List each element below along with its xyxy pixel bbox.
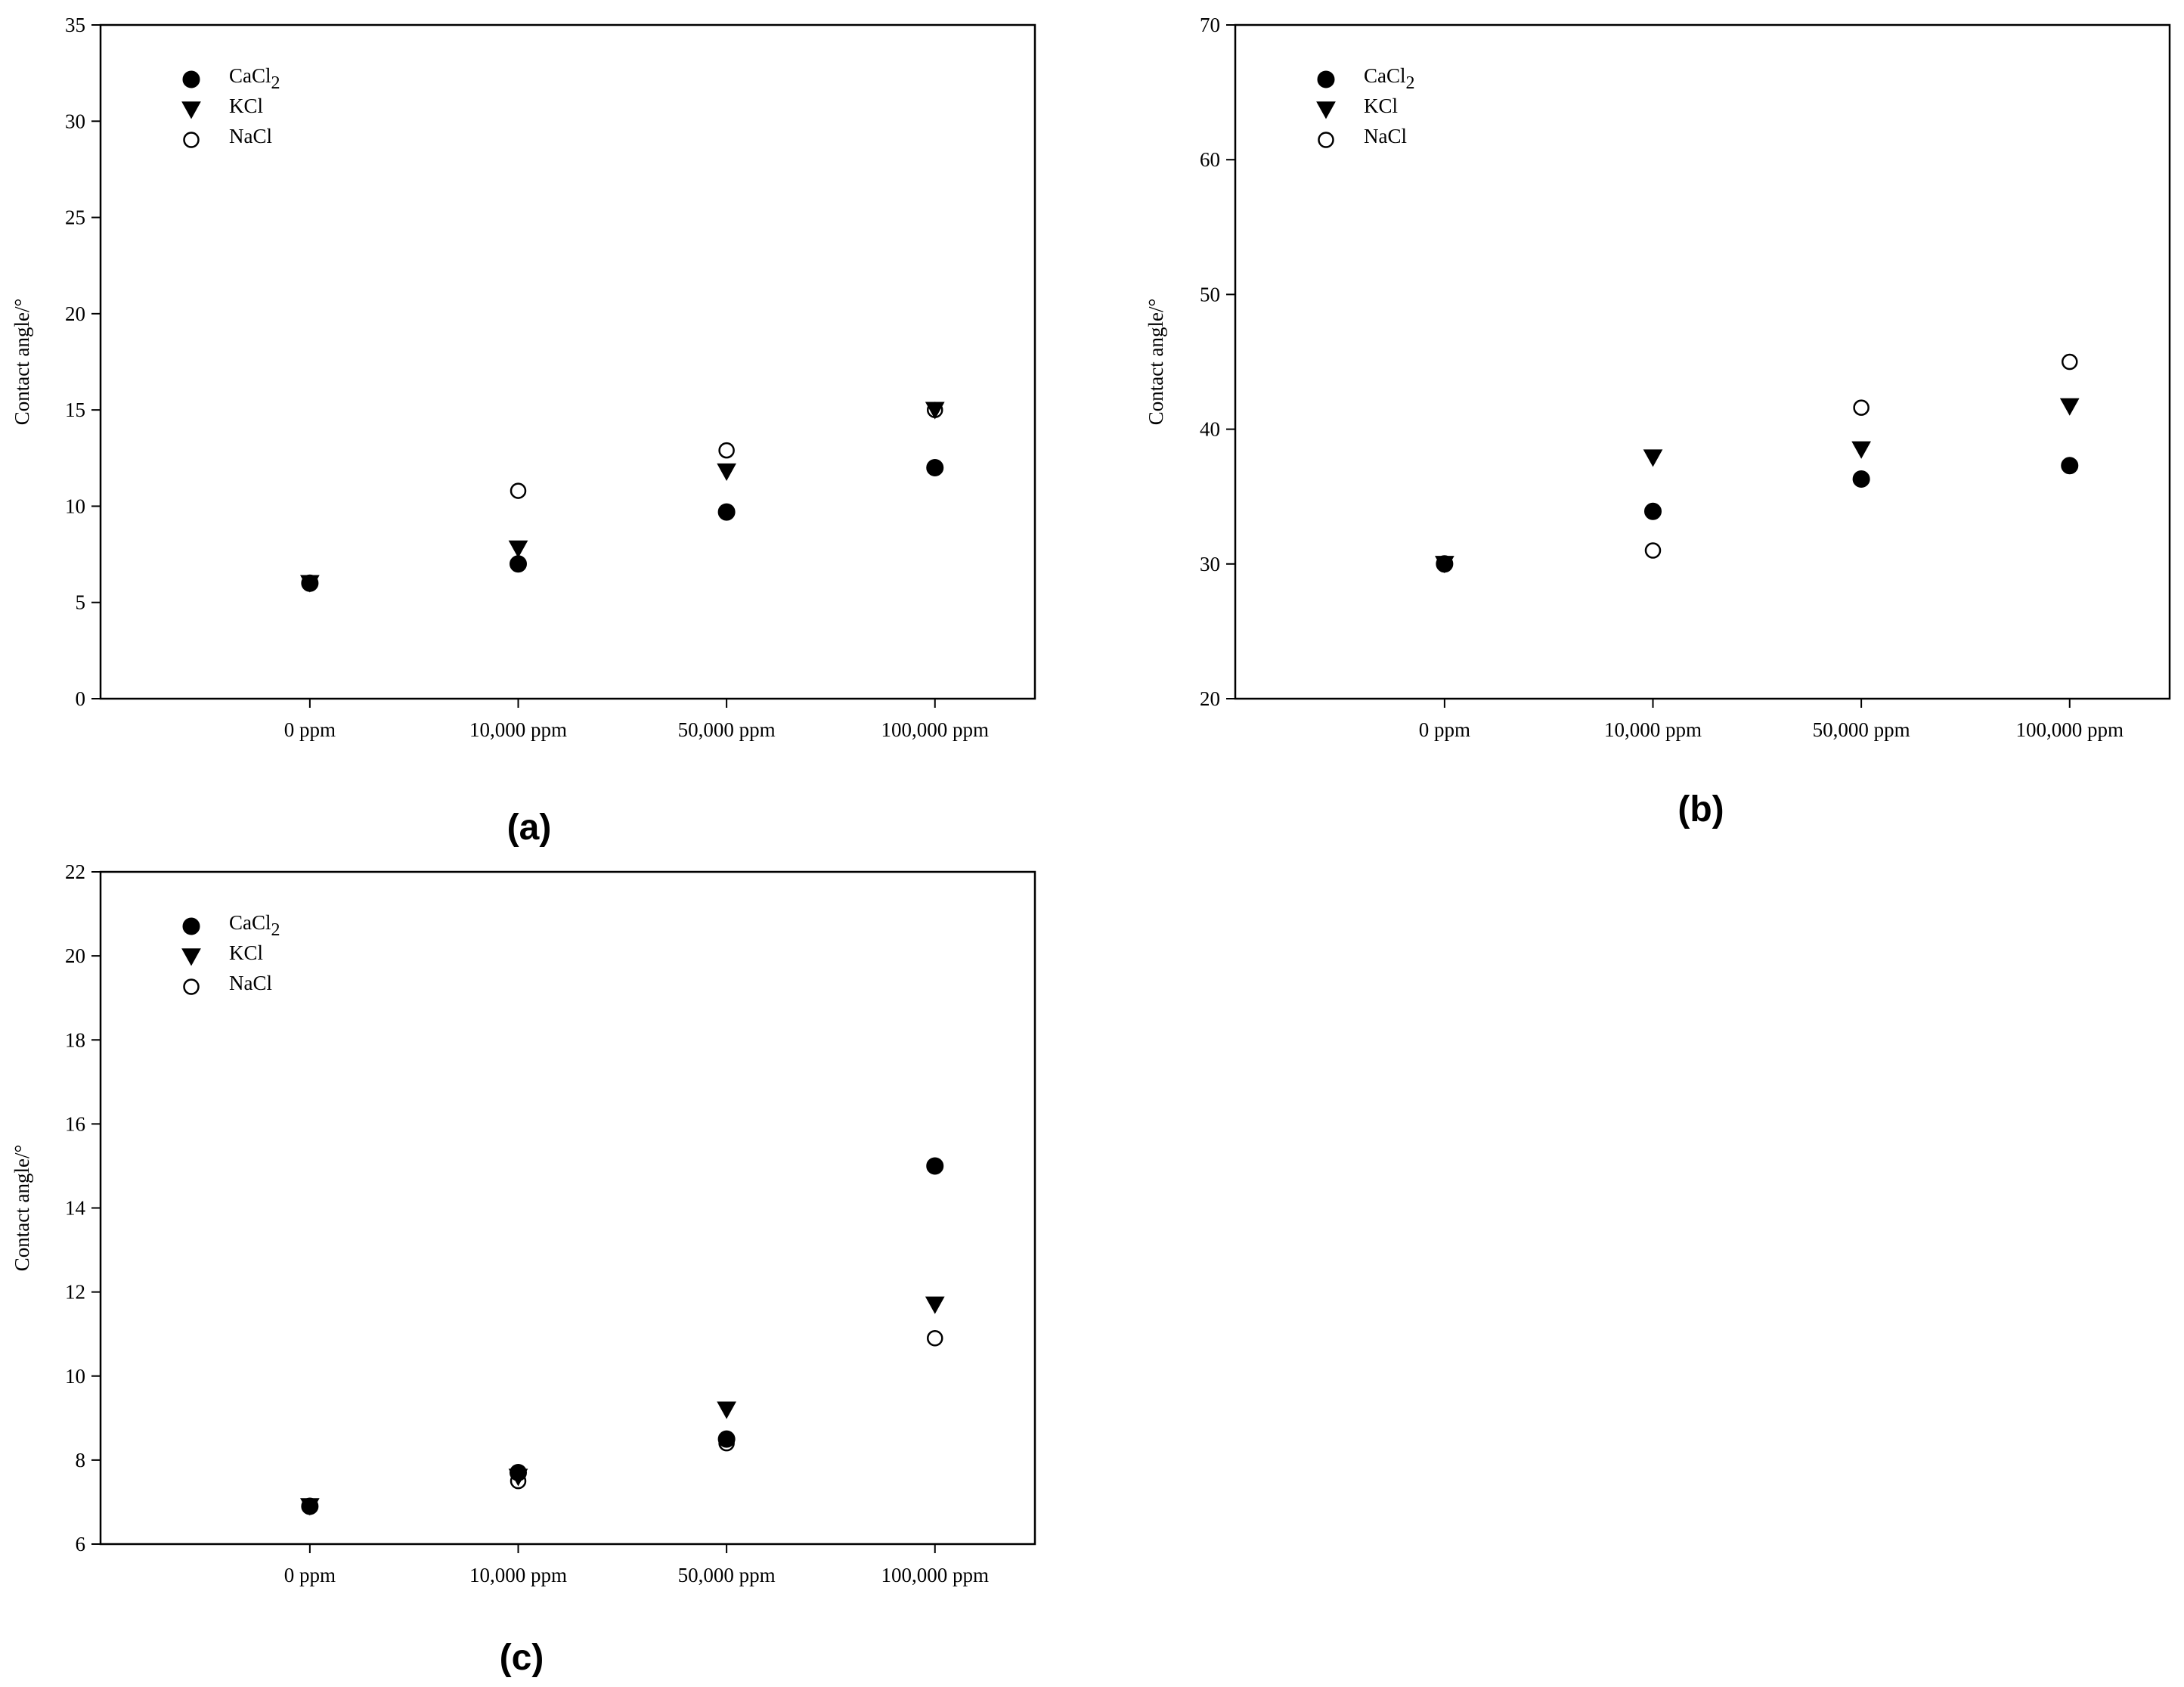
legend-marker-nacl	[183, 132, 200, 148]
legend-marker-nacl	[183, 978, 200, 995]
y-axis-title: Contact angle/°	[1145, 299, 1167, 426]
legend-marker-kcl	[181, 101, 201, 119]
y-tick-label: 10	[65, 495, 85, 517]
y-tick-label: 10	[65, 1365, 85, 1388]
data-point-cacl2-2	[1643, 502, 1662, 520]
x-tick-label: 10,000 ppm	[469, 718, 567, 741]
y-tick-label: 12	[65, 1281, 85, 1304]
y-tick-label: 20	[1200, 687, 1220, 710]
data-point-kcl-4	[2059, 398, 2080, 416]
y-tick-label: 35	[65, 14, 85, 36]
y-tick-label: 30	[65, 110, 85, 132]
data-point-nacl-2	[510, 482, 527, 499]
y-tick-label: 60	[1200, 148, 1220, 171]
data-point-kcl-3	[717, 463, 736, 482]
x-tick-label: 0 ppm	[284, 1564, 336, 1586]
data-point-cacl2-4	[926, 459, 944, 477]
data-point-nacl-2	[1644, 542, 1662, 559]
y-tick-label: 8	[76, 1449, 86, 1471]
y-axis-title: Contact angle/°	[11, 299, 33, 426]
legend-label: NaCl	[229, 125, 272, 147]
x-tick-label: 50,000 ppm	[1813, 718, 1910, 741]
legend-marker-kcl	[181, 948, 201, 966]
plot-frame	[99, 23, 1036, 700]
chart-panel-1: 0 5 10 15 20 25 30 35 0 ppm 10,000 ppm 50,000 ppm 1…	[11, 14, 1036, 848]
panel-label: (a)	[507, 808, 552, 848]
data-point-cacl2-2	[509, 555, 527, 573]
legend-label: CaCl2	[1364, 64, 1415, 93]
legend-label: KCl	[229, 941, 263, 964]
data-point-cacl2-3	[1852, 470, 1870, 488]
data-point-nacl-4	[2061, 353, 2078, 371]
x-tick-label: 100,000 ppm	[2015, 718, 2124, 741]
panel-label: (b)	[1677, 789, 1724, 830]
y-tick-label: 5	[76, 591, 86, 614]
legend-label: NaCl	[229, 972, 272, 994]
y-tick-label: 6	[76, 1533, 86, 1555]
x-tick-label: 50,000 ppm	[678, 1564, 776, 1586]
data-point-cacl2-3	[717, 503, 736, 521]
legend-marker-kcl	[1316, 101, 1336, 119]
y-tick-label: 40	[1200, 418, 1220, 441]
data-point-nacl-1	[302, 1498, 318, 1515]
y-tick-label: 20	[65, 302, 85, 325]
data-point-nacl-2	[510, 1472, 527, 1490]
x-tick-label: 10,000 ppm	[469, 1564, 567, 1586]
legend-label: CaCl2	[229, 64, 280, 93]
legend-marker-cacl2	[182, 917, 200, 935]
y-tick-label: 50	[1200, 283, 1220, 305]
data-point-kcl-3	[1851, 441, 1871, 459]
legend-label: KCl	[1364, 95, 1398, 117]
y-tick-label: 70	[1200, 14, 1220, 36]
legend-label: CaCl2	[229, 911, 280, 940]
y-axis-title: Contact angle/°	[11, 1145, 33, 1272]
y-tick-label: 18	[65, 1028, 85, 1051]
plot-frame	[1234, 23, 2171, 700]
data-point-nacl-3	[718, 442, 735, 459]
data-point-cacl2-3	[717, 1430, 736, 1448]
legend-marker-cacl2	[182, 70, 200, 88]
data-point-kcl-3	[717, 1401, 736, 1419]
data-point-nacl-1	[302, 575, 318, 592]
data-point-kcl-2	[1643, 449, 1663, 467]
data-point-nacl-3	[718, 1434, 735, 1452]
data-point-nacl-3	[1853, 399, 1870, 416]
data-point-nacl-4	[926, 402, 943, 418]
panel-label: (c)	[500, 1638, 544, 1678]
x-tick-label: 0 ppm	[1419, 718, 1470, 741]
legend-label: NaCl	[1364, 125, 1407, 147]
data-point-kcl-2	[508, 1468, 528, 1487]
y-tick-label: 14	[65, 1197, 86, 1220]
data-point-kcl-2	[508, 540, 528, 558]
data-point-nacl-4	[926, 1329, 943, 1347]
y-tick-label: 15	[65, 398, 85, 421]
y-tick-label: 30	[1200, 553, 1220, 575]
x-tick-label: 0 ppm	[284, 718, 336, 741]
legend-marker-cacl2	[1317, 70, 1335, 88]
x-tick-label: 100,000 ppm	[881, 718, 989, 741]
y-tick-label: 22	[65, 861, 85, 883]
data-point-nacl-1	[1436, 556, 1453, 572]
legend-marker-nacl	[1318, 132, 1334, 148]
y-tick-label: 16	[65, 1112, 85, 1135]
chart-panel-2: 20 30 40 50 60 70 0 ppm 10,000 ppm 50,000 ppm 100…	[1145, 14, 2171, 830]
y-tick-label: 0	[76, 687, 86, 710]
data-point-kcl-4	[925, 1296, 945, 1314]
y-tick-label: 20	[65, 944, 85, 967]
x-tick-label: 10,000 ppm	[1604, 718, 1702, 741]
data-point-cacl2-4	[2061, 457, 2079, 475]
data-point-cacl2-4	[926, 1157, 944, 1175]
x-tick-label: 50,000 ppm	[678, 718, 776, 741]
chart-panel-3: 6 8 10 12 14 16 18 20 22 0 ppm 10,000 ppm 50,000 pp…	[11, 861, 1036, 1678]
legend-label: KCl	[229, 95, 263, 117]
y-tick-label: 25	[65, 206, 85, 229]
x-tick-label: 100,000 ppm	[881, 1564, 989, 1586]
